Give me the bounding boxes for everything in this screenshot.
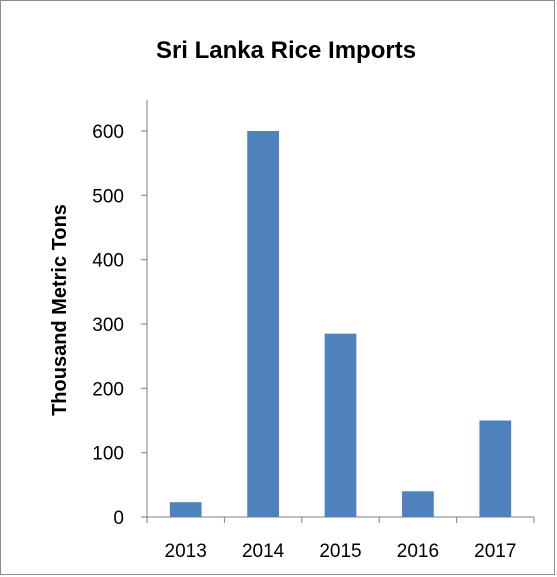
- y-tick-label: 100: [92, 444, 124, 465]
- bar-2015: [324, 333, 357, 517]
- bar-2014: [247, 131, 279, 517]
- y-tick-label: 200: [92, 379, 124, 400]
- x-tick-label: 2016: [397, 541, 439, 562]
- y-tick-labels: 0 100 200 300 400 500 600: [92, 122, 124, 529]
- y-tick-label: 400: [92, 251, 124, 272]
- x-tick-label: 2017: [474, 541, 516, 562]
- y-tick-label: 0: [113, 508, 124, 529]
- y-tick-label: 300: [92, 315, 124, 336]
- x-tick-label: 2015: [319, 541, 361, 562]
- chart-title: Sri Lanka Rice Imports: [156, 37, 416, 64]
- y-tick-label: 600: [92, 122, 124, 143]
- bars: [169, 131, 512, 517]
- y-tick-label: 500: [92, 186, 124, 207]
- bar-2017: [479, 420, 512, 517]
- x-tick-label: 2014: [242, 541, 285, 562]
- x-tick-label: 2013: [165, 541, 207, 562]
- bar-2013: [169, 502, 202, 517]
- x-tick-labels: 2013 2014 2015 2016 2017: [165, 541, 517, 562]
- bar-2016: [402, 491, 434, 517]
- y-axis-label: Thousand Metric Tons: [49, 204, 71, 416]
